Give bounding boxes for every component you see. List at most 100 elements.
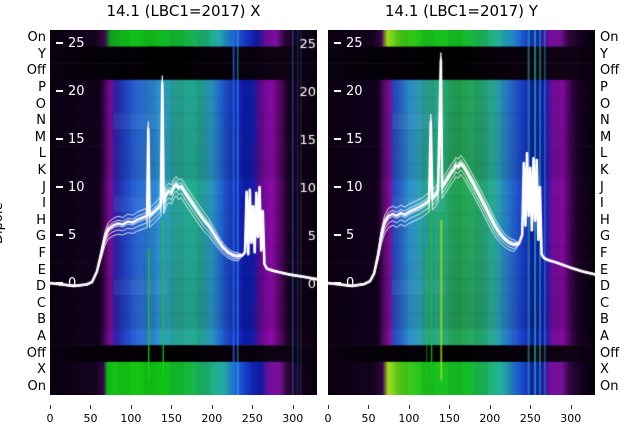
ytick-mark <box>334 138 341 140</box>
inner-ytick-15: 15 <box>56 130 85 148</box>
row-label-right-on-21: On <box>600 378 619 394</box>
row-label-right-j-9: J <box>600 179 604 195</box>
xtick-label-250: 250 <box>519 412 541 425</box>
row-label-left-f-13: F <box>38 245 46 261</box>
inner-ytick-15: 15 <box>334 130 363 148</box>
xtick-mark-250 <box>530 405 532 409</box>
xtick-mark-150 <box>449 405 451 409</box>
ytick-mark <box>56 138 63 140</box>
right-spectrogram-panel: 25 20 15 10 5 0 <box>328 30 595 395</box>
ytick-mark <box>56 42 63 44</box>
ytick-mark <box>56 186 63 188</box>
row-label-left-on-0: On <box>27 30 46 46</box>
inner-ytick-20: 20 <box>56 82 85 100</box>
xtick-label-50: 50 <box>83 412 98 425</box>
row-label-right-g-12: G <box>600 229 611 245</box>
inner-ytick-5: 5 <box>56 226 76 244</box>
inner-ytick-10: 10 <box>56 178 85 196</box>
row-label-right-o-4: O <box>600 96 611 112</box>
row-label-left-i-10: I <box>42 196 46 212</box>
xtick-label-150: 150 <box>160 412 182 425</box>
xtick-mark-150 <box>171 405 173 409</box>
xtick-mark-300 <box>292 405 294 409</box>
row-label-left-k-8: K <box>37 163 46 179</box>
row-label-right-i-10: I <box>600 196 604 212</box>
xtick-mark-50 <box>90 405 92 409</box>
inner-ytick-20: 20 <box>334 82 363 100</box>
xtick-label-100: 100 <box>398 412 420 425</box>
ytick-value: 5 <box>346 227 355 243</box>
inner-ytick-25: 25 <box>56 34 85 52</box>
xtick-mark-0 <box>328 405 329 409</box>
row-label-right-f-13: F <box>600 245 608 261</box>
row-label-left-g-12: G <box>35 229 46 245</box>
inner-ytick-25: 25 <box>334 34 363 52</box>
ytick-mark <box>334 90 341 92</box>
xtick-mark-50 <box>368 405 370 409</box>
ytick-value: 20 <box>68 83 85 99</box>
ytick-mark <box>334 186 341 188</box>
row-label-left-c-16: C <box>36 295 46 311</box>
row-label-left-e-14: E <box>37 262 46 278</box>
row-label-left-h-11: H <box>36 212 46 228</box>
xtick-mark-200 <box>211 405 213 409</box>
xtick-label-50: 50 <box>361 412 376 425</box>
row-label-left-x-20: X <box>37 362 46 378</box>
left-spectrogram-panel: 25 20 15 10 5 0 <box>50 30 317 395</box>
ytick-value: 0 <box>346 275 355 291</box>
ytick-mark <box>334 234 341 236</box>
ytick-value: 10 <box>346 179 363 195</box>
row-label-left-off-19: Off <box>26 345 46 361</box>
row-label-left-y-1: Y <box>38 46 46 62</box>
xtick-label-0: 0 <box>324 412 332 425</box>
ytick-value: 25 <box>346 35 363 51</box>
xtick-label-200: 200 <box>201 412 223 425</box>
right-plot-title: 14.1 (LBC1=2017) Y <box>385 2 538 20</box>
row-label-left-off-2: Off <box>26 63 46 79</box>
left-spectrogram-canvas <box>50 30 317 395</box>
row-label-right-off-19: Off <box>600 345 620 361</box>
row-label-left-j-9: J <box>42 179 46 195</box>
xtick-mark-100 <box>408 405 410 409</box>
row-label-left-n-5: N <box>36 113 46 129</box>
row-label-right-k-8: K <box>600 163 609 179</box>
row-label-left-on-21: On <box>27 378 46 394</box>
ytick-mark <box>334 282 341 284</box>
row-label-left-b-17: B <box>37 312 46 328</box>
row-label-left-a-18: A <box>37 328 46 344</box>
row-label-left-p-3: P <box>38 80 46 96</box>
xtick-mark-250 <box>252 405 254 409</box>
xtick-mark-300 <box>570 405 572 409</box>
xtick-label-300: 300 <box>282 412 304 425</box>
row-label-right-l-7: L <box>600 146 608 162</box>
row-label-right-e-14: E <box>600 262 609 278</box>
row-label-right-p-3: P <box>600 80 608 96</box>
row-label-right-a-18: A <box>600 328 609 344</box>
row-label-left-m-6: M <box>34 129 46 145</box>
inner-ytick-0: 0 <box>334 274 354 292</box>
xtick-label-100: 100 <box>120 412 142 425</box>
ytick-value: 15 <box>346 131 363 147</box>
right-spectrogram-canvas <box>328 30 595 395</box>
ytick-value: 20 <box>346 83 363 99</box>
xtick-label-0: 0 <box>46 412 54 425</box>
xtick-mark-200 <box>489 405 491 409</box>
left-plot-title: 14.1 (LBC1=2017) X <box>106 2 261 20</box>
row-label-right-h-11: H <box>600 212 610 228</box>
row-label-right-n-5: N <box>600 113 610 129</box>
row-label-right-b-17: B <box>600 312 609 328</box>
row-label-left-d-15: D <box>35 279 46 295</box>
ytick-mark <box>56 282 63 284</box>
ytick-value: 25 <box>68 35 85 51</box>
xtick-label-300: 300 <box>560 412 582 425</box>
xtick-label-150: 150 <box>438 412 460 425</box>
row-label-right-on-0: On <box>600 30 619 46</box>
row-label-right-m-6: M <box>600 129 612 145</box>
row-label-right-x-20: X <box>600 362 609 378</box>
row-label-left-o-4: O <box>35 96 46 112</box>
inner-ytick-5: 5 <box>334 226 354 244</box>
xtick-mark-100 <box>130 405 132 409</box>
inner-ytick-10: 10 <box>334 178 363 196</box>
xtick-label-200: 200 <box>479 412 501 425</box>
